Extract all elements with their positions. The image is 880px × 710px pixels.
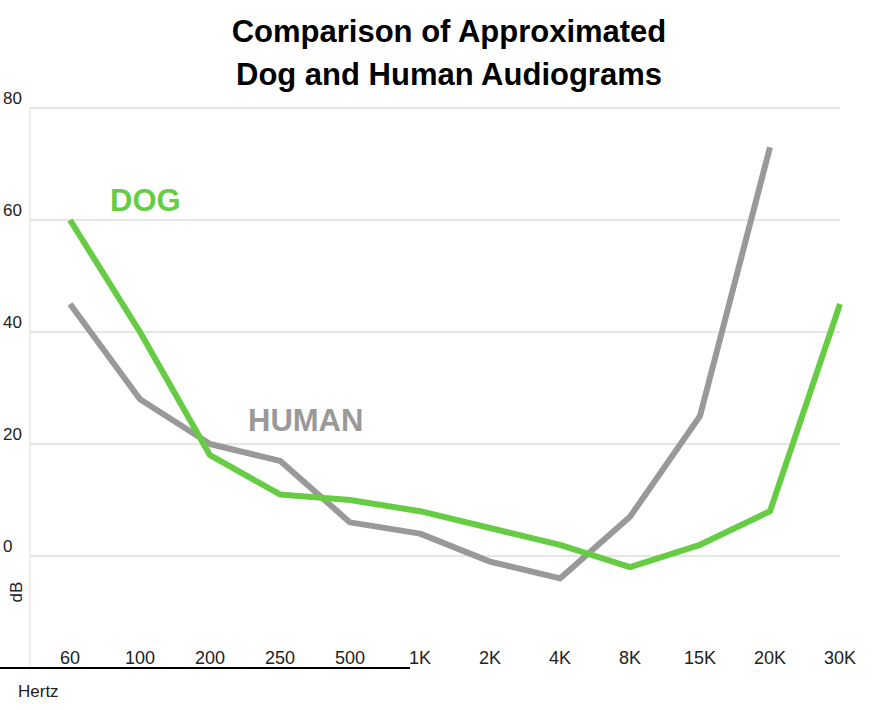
x-tick-label: 15K bbox=[684, 648, 716, 668]
x-tick-label: 250 bbox=[265, 648, 295, 668]
y-axis-label: dB bbox=[7, 582, 26, 603]
grid-line bbox=[30, 108, 840, 109]
x-tick-label: 8K bbox=[619, 648, 641, 668]
grid-line bbox=[30, 444, 840, 445]
x-tick-label: 100 bbox=[125, 648, 155, 668]
grid-line bbox=[30, 332, 840, 333]
x-tick-label: 2K bbox=[479, 648, 501, 668]
grid-line bbox=[30, 220, 840, 221]
x-tick-label: 20K bbox=[754, 648, 786, 668]
x-axis-label: Hertz bbox=[18, 682, 59, 701]
title-line: Dog and Human Audiograms bbox=[236, 57, 662, 92]
x-tick-label: 30K bbox=[824, 648, 856, 668]
chart: Comparison of Approximated Dog and Human … bbox=[0, 0, 880, 710]
plot-area bbox=[70, 147, 840, 578]
series-label: HUMAN bbox=[248, 403, 363, 438]
y-tick-label: 20 bbox=[3, 425, 22, 444]
y-tick-label: 80 bbox=[3, 89, 22, 108]
x-tick-label: 1K bbox=[409, 648, 431, 668]
y-tick-label: 60 bbox=[3, 201, 22, 220]
title-line: Comparison of Approximated bbox=[232, 14, 667, 49]
series-line bbox=[70, 220, 840, 567]
y-axis-line bbox=[30, 108, 31, 668]
x-tick-label: 500 bbox=[335, 648, 365, 668]
x-tick-label: 4K bbox=[549, 648, 571, 668]
series-label: DOG bbox=[110, 183, 181, 218]
x-tick-label: 200 bbox=[195, 648, 225, 668]
x-tick-label: 60 bbox=[60, 648, 80, 668]
grid-line bbox=[30, 556, 840, 557]
title: Comparison of Approximated Dog and Human … bbox=[232, 14, 667, 92]
y-tick-label: 0 bbox=[3, 537, 12, 556]
y-tick-label: 40 bbox=[3, 313, 22, 332]
